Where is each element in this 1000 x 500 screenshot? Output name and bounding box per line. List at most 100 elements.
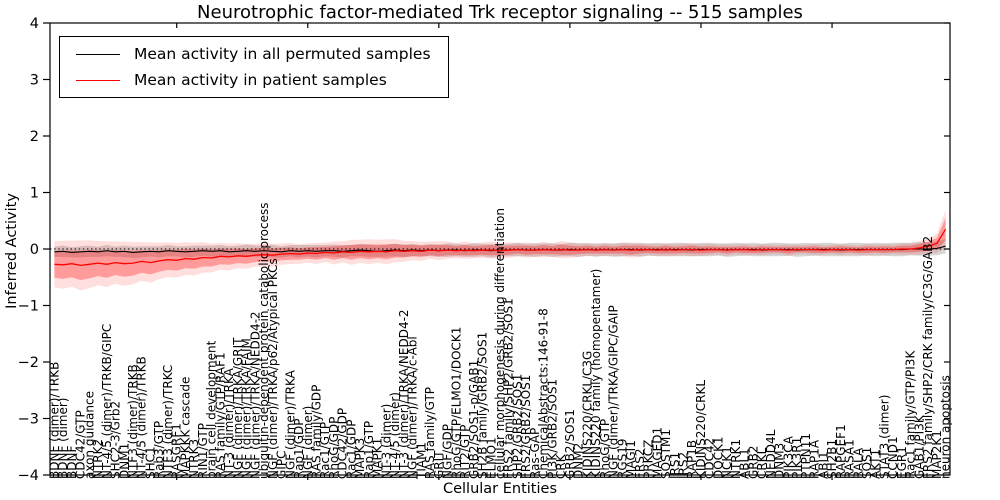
x-tick-label: SHC1 (144, 446, 158, 479)
x-tick-label: NEDD4L (764, 429, 778, 479)
x-tick-label: RAS family/GTP (423, 387, 437, 479)
x-tick-label: RIN1/GTP (196, 423, 210, 479)
x-tick-label: DOCK1 (711, 436, 725, 479)
x-tick-label: RIT2/GTP (458, 425, 472, 479)
legend-item-patient: Mean activity in patient samples (68, 68, 440, 92)
x-tick-label: Rap1/GDP (292, 419, 306, 480)
x-tick-label: NGF (dimer)/TRKA/p62/Atypical PKCs (266, 258, 280, 479)
x-tick-label: GRB2/SOS1-p/GAB1 (467, 360, 481, 479)
x-tick-label: RASGRF1 (170, 423, 184, 479)
x-tick-label: CRK (554, 453, 568, 479)
x-tick-label: DNM2 (572, 443, 586, 479)
x-tick-label: FRS2 family/SHP2/CRK family/C3G/GAB2 (921, 236, 935, 479)
y-axis-label: Inferred Activity (4, 193, 20, 309)
x-tick-label: NTRK3 (187, 439, 201, 479)
x-tick-label: ChemicalAbstracts:146-91-8 (537, 308, 551, 479)
x-tick-label: RAP1B (685, 440, 699, 479)
x-tick-label: DNM1 (117, 443, 131, 479)
x-tick-label: Rac1/GTP (318, 422, 332, 479)
x-tick-label: ABI1 (816, 451, 830, 479)
x-tick-label: CRKL (755, 447, 769, 479)
x-tick-label: PTPN11 (799, 433, 813, 479)
x-tick-label: RAP1A (808, 439, 822, 479)
x-tick-label: RASA1 (843, 439, 857, 479)
x-tick-label: Ras-GAP (528, 428, 542, 479)
x-tick-label: STAT3 (dimer) (878, 395, 892, 479)
x-tick-label: DNM3 (773, 443, 787, 479)
x-tick-label: NGF (dimer)/TRKA (283, 369, 297, 479)
x-tick-label: SHC2-3/Grb2 (109, 401, 123, 479)
x-tick-label: CDC42/GDP (336, 408, 350, 479)
y-tick-label: −2 (18, 355, 39, 371)
y-tick-label: 1 (30, 186, 39, 202)
x-tick-label: NTF3 (dimer)/TRKB (126, 364, 140, 479)
x-tick-label: CCND1 (886, 436, 900, 479)
x-tick-label: NTRK2 (91, 439, 105, 479)
x-tick-label: GAB1/PI3K (912, 414, 926, 479)
x-tick-label: NGF (dimer) (301, 406, 315, 479)
y-tick-label: −4 (18, 468, 39, 484)
x-tick-label: NT-4/5 (dimer)/TRKB (135, 356, 149, 479)
patient-band (54, 217, 946, 281)
x-tick-label: CDC42 (703, 438, 717, 479)
x-tick-label: NT-4/5 (dimer) (388, 392, 402, 479)
x-tick-label: NGF (dimer)/TRKA/FAIM (240, 338, 254, 479)
x-tick-label: NGF (dimer)/TRKA/GRIT (231, 337, 245, 479)
x-tick-label: Rab3/GTP (152, 421, 166, 479)
x-tick-label: NGF (dimer)/TRKA/c-Abl (406, 336, 420, 479)
x-tick-label: NTF3 (dimer)/TRKC (161, 365, 175, 479)
x-tick-label: Rac1/GDP (345, 420, 359, 479)
x-tick-label: SH2B family/GRB2/SOS1 (476, 332, 490, 479)
x-tick-label: MAPK1 (371, 438, 385, 479)
x-tick-label: Rap1/GTP (362, 421, 376, 479)
legend-item-permuted: Mean activity in all permuted samples (68, 42, 440, 66)
x-tick-label: RAS family/GTP/RAF1 (213, 352, 227, 479)
x-tick-label: IRS1 (668, 452, 682, 479)
x-tick-label: MAPKKK cascade (178, 377, 192, 479)
x-tick-label: RALA (851, 447, 865, 479)
y-tick-label: 0 (30, 242, 39, 258)
x-tick-label: RhoG/GTP (598, 419, 612, 479)
patient-line-swatch (76, 79, 120, 81)
legend-box: Mean activity in all permuted samples Me… (59, 36, 449, 98)
x-tick-label: cellular morphogenesis during differenti… (493, 208, 507, 479)
x-tick-label: PRKCZ (642, 440, 656, 479)
x-tick-label: MAPK3 (353, 438, 367, 479)
x-tick-label: RhoG/GTP/ELMO1/DOCK1 (449, 327, 463, 479)
x-tick-label: MAP2K1 (930, 430, 944, 479)
x-tick-label: brain cell development (205, 340, 219, 479)
x-tick-label: CDC42/GTP (74, 410, 88, 479)
x-tick-label: PIK3CA (781, 435, 795, 479)
x-tick-label: AKT1 (869, 449, 883, 479)
permuted-band (54, 238, 946, 258)
x-tick-label: RhoG/GDP (327, 417, 341, 479)
chart-title: Neurotrophic factor-mediated Trk recepto… (197, 2, 803, 23)
x-tick-label: RGS19 (615, 438, 629, 479)
x-tick-label: KIDINS220/CRKL/C3G (580, 351, 594, 479)
x-tick-label: EGR1 (895, 446, 909, 479)
x-tick-label: SQSTM1 (659, 429, 673, 479)
x-tick-label: SOS1 (860, 447, 874, 479)
x-tick-label: GIPC (275, 451, 289, 479)
x-tick-label: FRS2/GRB2/SOS1 (519, 375, 533, 479)
x-tick-label: RAS family/GDP (310, 385, 324, 479)
x-tick-label: GRB2 (746, 445, 760, 479)
x-tick-label: ABL1 (738, 448, 752, 479)
x-tick-label: FRS2 (633, 449, 647, 480)
x-tick-label: Rac1 family/GTP/PI3K (904, 350, 918, 479)
x-tick-label: BDNF (dimer) (56, 398, 70, 480)
x-tick-label: IRS2 (677, 452, 691, 479)
x-tick-label: TIAM1 (414, 442, 428, 480)
y-tick-label: −3 (18, 412, 39, 428)
x-tick-label: NT-4/5 (dimer)/TRKB/GIPC (100, 324, 114, 479)
x-tick-label: PIK3R1 (790, 437, 804, 479)
x-tick-label: BDNF (dimer)/TRKB (47, 362, 61, 479)
x-tick-label: NCK1 (720, 446, 734, 479)
patient-mean-line (54, 228, 947, 267)
legend-label-permuted: Mean activity in all permuted samples (134, 45, 431, 63)
y-tick-label: 3 (30, 73, 39, 89)
x-tick-label: ELMO1 (484, 437, 498, 479)
x-tick-label: NT-3 (dimer)/TRKA (222, 367, 236, 479)
x-tick-label: NT-3 (dimer)/TRKA/NEDD4-2 (397, 309, 411, 479)
